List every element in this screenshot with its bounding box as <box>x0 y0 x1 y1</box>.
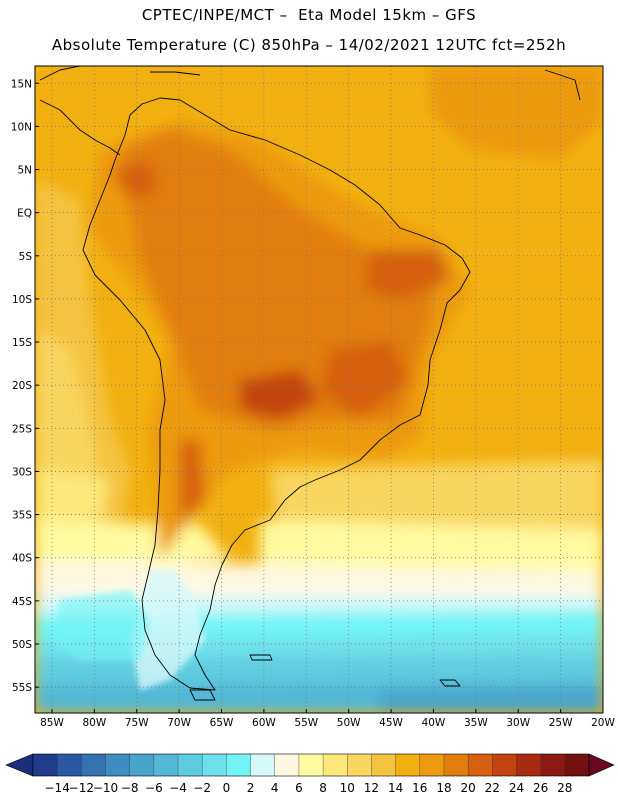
lon-tick-label: 60W <box>252 717 276 729</box>
colorbar-swatch <box>443 754 469 776</box>
colorbar-label: −2 <box>193 781 211 795</box>
lat-tick-label: 10S <box>12 294 32 306</box>
colorbar-label: −4 <box>169 781 187 795</box>
colorbar: −14−12−10 −8 −6 −4 −2 0 2 4 6 8 10 12 14 16 18 20 22 24 26… <box>5 753 615 795</box>
map-frame <box>34 65 604 714</box>
lat-tick-label: 25S <box>12 423 32 435</box>
colorbar-label: 6 <box>295 781 303 795</box>
lat-tick-label: 5N <box>17 165 32 177</box>
lat-tick-label: 20S <box>12 380 32 392</box>
lon-tick-label: 50W <box>337 717 361 729</box>
colorbar-label: 26 <box>533 781 548 795</box>
latitude-axis: 15N 10N 5N EQ 5S 10S 15S 20S 25S 30S 35S 40S 45S 50S 5… <box>11 78 39 694</box>
lat-tick-label: 30S <box>12 466 32 478</box>
temperature-field <box>35 66 603 713</box>
lat-tick-label: 15S <box>12 337 32 349</box>
colorbar-swatch <box>492 754 517 776</box>
colorbar-frame <box>32 753 590 777</box>
colorbar-swatch <box>226 754 251 776</box>
lon-tick-label: 45W <box>379 717 403 729</box>
colorbar-swatch <box>371 754 396 776</box>
colorbar-label: −8 <box>121 781 139 795</box>
colorbar-swatch <box>395 754 421 776</box>
colorbar-label: 18 <box>436 781 451 795</box>
lon-tick-label: 40W <box>422 717 446 729</box>
colorbar-label: 14 <box>388 781 403 795</box>
lon-tick-label: 65W <box>210 717 234 729</box>
lat-tick-label: 55S <box>12 682 32 694</box>
colorbar-swatch <box>202 754 227 776</box>
lat-tick-label: 40S <box>12 553 32 565</box>
colorbar-swatch <box>540 754 566 776</box>
colorbar-label: 16 <box>412 781 427 795</box>
colorbar-swatch <box>564 754 590 776</box>
coordinate-grid <box>35 66 604 713</box>
lat-tick-label: 15N <box>11 78 32 90</box>
coastlines <box>39 66 581 701</box>
colorbar-label: 20 <box>460 781 475 795</box>
colorbar-swatch <box>33 754 58 776</box>
longitude-axis: 85W 80W 75W 70W 65W 60W 55W 50W 45W 40W 35W 30W 25W 2… <box>40 709 615 729</box>
lon-tick-label: 25W <box>549 717 573 729</box>
colorbar-swatch <box>274 754 300 776</box>
colorbar-label: 24 <box>509 781 524 795</box>
colorbar-label: 8 <box>319 781 327 795</box>
colorbar-swatch <box>81 754 106 776</box>
lon-tick-label: 55W <box>294 717 318 729</box>
colorbar-swatch <box>57 754 82 776</box>
lon-tick-label: 35W <box>464 717 488 729</box>
colorbar-label: −6 <box>145 781 163 795</box>
colorbar-swatch <box>105 754 130 776</box>
lat-tick-label: 10N <box>11 121 32 133</box>
colorbar-swatch <box>468 754 493 776</box>
colorbar-label: 12 <box>364 781 379 795</box>
colorbar-swatch <box>129 754 155 776</box>
lat-tick-label: 45S <box>12 596 32 608</box>
colorbar-label: 4 <box>271 781 279 795</box>
colorbar-under-arrow <box>5 753 34 777</box>
colorbar-swatch <box>250 754 276 776</box>
lon-tick-label: 20W <box>591 717 615 729</box>
colorbar-label: 10 <box>340 781 355 795</box>
lat-tick-label: 35S <box>12 510 32 522</box>
colorbar-label: −12 <box>69 781 94 795</box>
colorbar-swatch <box>419 754 445 776</box>
colorbar-swatch <box>178 754 203 776</box>
colorbar-label: −14 <box>45 781 70 795</box>
colorbar-swatch <box>516 754 541 776</box>
colorbar-label: −10 <box>93 781 118 795</box>
lat-tick-label: 50S <box>12 639 32 651</box>
lat-tick-label: 5S <box>19 251 33 263</box>
colorbar-label: 0 <box>223 781 231 795</box>
colorbar-label: 2 <box>247 781 255 795</box>
colorbar-swatch <box>347 754 372 776</box>
colorbar-label: 22 <box>485 781 500 795</box>
map-subtitle: Absolute Temperature (C) 850hPa – 14/02/… <box>51 36 567 54</box>
lon-tick-label: 80W <box>82 717 106 729</box>
colorbar-swatch <box>298 754 324 776</box>
colorbar-swatch <box>323 754 348 776</box>
lon-tick-label: 85W <box>40 717 64 729</box>
lon-tick-label: 70W <box>167 717 191 729</box>
colorbar-swatch <box>153 754 179 776</box>
colorbar-label: 28 <box>557 781 572 795</box>
map-title: CPTEC/INPE/MCT – Eta Model 15km – GFS <box>141 6 477 24</box>
lon-tick-label: 75W <box>125 717 149 729</box>
lat-tick-label: EQ <box>17 208 32 220</box>
lon-tick-label: 30W <box>506 717 530 729</box>
colorbar-over-arrow <box>588 753 615 777</box>
